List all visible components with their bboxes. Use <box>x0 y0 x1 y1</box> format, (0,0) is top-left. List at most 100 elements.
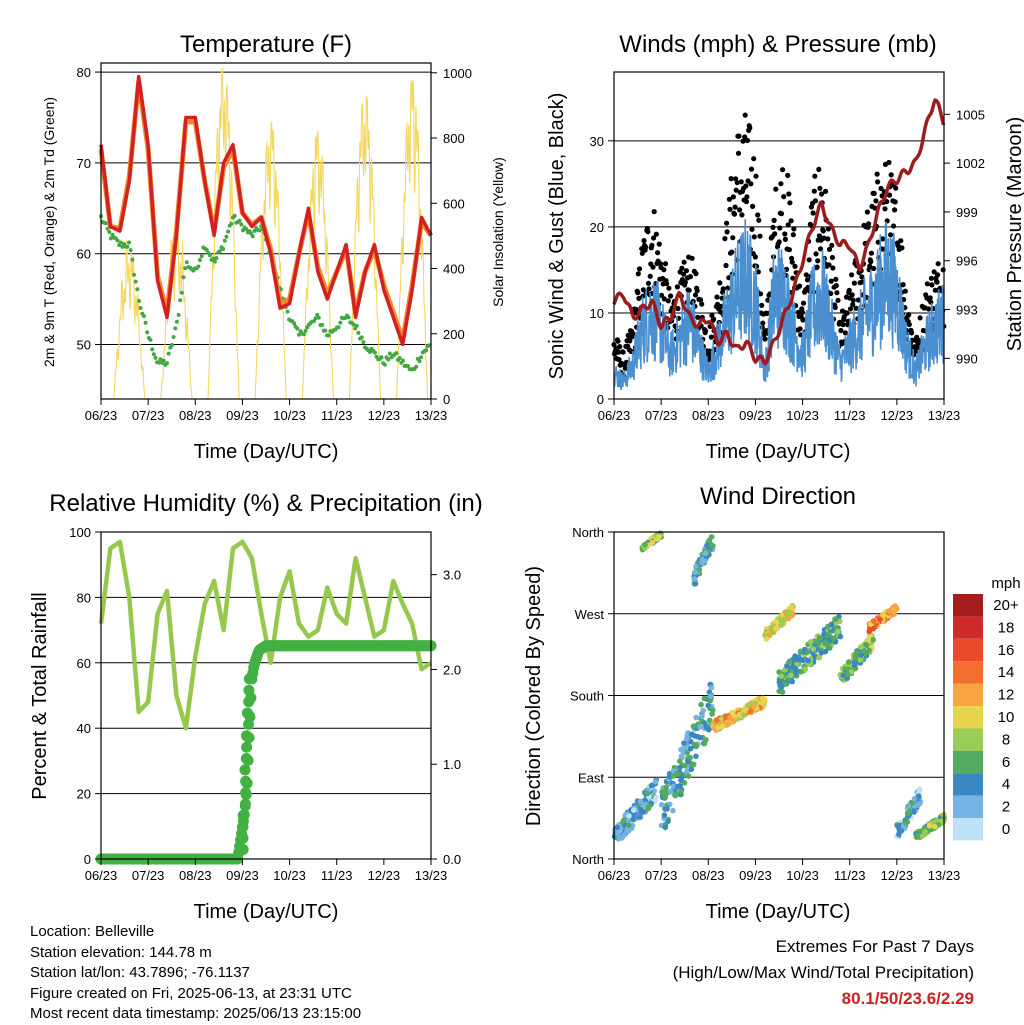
colorbar-swatch <box>953 638 983 662</box>
dewpoint-point <box>137 299 141 303</box>
gust-point <box>778 211 785 217</box>
gust-point <box>786 247 793 253</box>
direction-point <box>692 569 698 576</box>
dewpoint-point <box>125 244 130 249</box>
dewpoint-point <box>174 319 179 324</box>
direction-point <box>658 802 665 808</box>
gust-point <box>800 317 806 323</box>
insolation-day-curve <box>348 95 382 400</box>
direction-point <box>637 798 644 805</box>
direction-point <box>701 720 708 726</box>
gust-point <box>698 297 704 303</box>
dewpoint-point <box>161 358 166 363</box>
gust-point <box>890 223 897 229</box>
winds-ytick-label: 10 <box>590 306 604 321</box>
dewpoint-point <box>316 315 321 320</box>
dewpoint-point <box>217 249 222 254</box>
gust-point <box>749 226 755 232</box>
gust-point <box>686 287 692 293</box>
direction-point <box>693 753 699 760</box>
direction-point <box>693 743 700 750</box>
gust-point <box>739 212 745 218</box>
direction-point <box>858 652 864 658</box>
colorbar-label: 6 <box>1002 754 1010 771</box>
gust-point <box>931 269 937 275</box>
humidity-ytick-label: 60 <box>77 656 91 671</box>
insolation-ylabel: Solar Insolation (Yellow) <box>490 157 506 307</box>
gust-point <box>689 255 695 261</box>
direction-point <box>903 820 909 826</box>
gust-point <box>736 133 742 139</box>
humidity-xtick-label: 12/23 <box>368 868 401 883</box>
direction-point <box>817 635 824 641</box>
direction-point <box>696 567 703 573</box>
gust-point <box>868 259 874 265</box>
direction-point <box>866 647 872 654</box>
winds-plot-frame <box>613 71 945 400</box>
gust-point <box>664 280 670 287</box>
gust-point <box>636 295 642 301</box>
insolation-ytick-label: 600 <box>443 196 465 211</box>
gust-point <box>615 349 622 355</box>
direction-point <box>692 580 699 587</box>
direction-point <box>821 640 828 646</box>
direction-point <box>911 796 918 802</box>
direction-point <box>709 542 715 549</box>
dewpoint-point <box>386 357 391 362</box>
direction-point <box>687 745 694 752</box>
gust-point <box>811 188 817 194</box>
temperature-xtick-label: 12/23 <box>368 408 401 423</box>
gust-point <box>902 288 908 294</box>
dewpoint-point <box>132 272 136 277</box>
temperature-xlabel: Time (Day/UTC) <box>194 441 339 463</box>
gust-point <box>799 309 806 315</box>
dewpoint-point <box>221 247 226 251</box>
gust-point <box>755 212 761 218</box>
direction-point <box>649 539 656 546</box>
temperature-ytick-label: 60 <box>77 247 91 262</box>
direction-xtick-label: 07/23 <box>645 868 678 883</box>
direction-point <box>648 782 655 789</box>
gust-point <box>780 167 786 173</box>
colorbar-label: 12 <box>998 687 1015 704</box>
direction-point <box>773 619 780 625</box>
gust-point <box>728 176 734 182</box>
direction-point <box>779 621 786 627</box>
gust-point <box>645 280 652 286</box>
gust-point <box>755 269 761 275</box>
direction-point <box>702 550 709 557</box>
dewpoint-point <box>141 314 146 318</box>
direction-point <box>623 826 630 833</box>
winds-panel: Winds (mph) & Pressure (mb) 0 10 20 30 990 99… <box>546 31 1024 463</box>
gust-point <box>792 263 798 269</box>
dewpoint-point <box>158 357 163 362</box>
dewpoint-point <box>145 330 150 335</box>
direction-point <box>750 704 757 710</box>
direction-point <box>904 810 911 817</box>
gust-point <box>828 290 834 297</box>
gust-point <box>720 286 726 292</box>
direction-ytick-label: West <box>575 607 605 622</box>
direction-point <box>631 815 637 821</box>
dewpoint-point <box>401 358 405 363</box>
gust-point <box>835 297 841 303</box>
winds-xlabel: Time (Day/UTC) <box>706 441 851 463</box>
gust-point <box>813 251 819 257</box>
gust-point <box>636 266 643 272</box>
dewpoint-point <box>222 238 227 243</box>
direction-point <box>615 830 621 837</box>
gust-point <box>797 283 803 289</box>
gust-point <box>838 327 844 334</box>
gust-point <box>906 312 912 318</box>
insolation-ytick-label: 1000 <box>443 66 472 81</box>
precip-point <box>240 753 252 764</box>
colorbar-label: 10 <box>998 709 1015 726</box>
pressure-ylabel: Station Pressure (Maroon) <box>1004 117 1024 352</box>
gust-point <box>800 300 807 306</box>
direction-point <box>642 542 648 548</box>
direction-point <box>614 824 620 831</box>
direction-point <box>665 818 671 825</box>
dewpoint-point <box>326 333 331 338</box>
dewpoint-point <box>198 258 202 262</box>
insolation-day-curve <box>207 67 240 400</box>
